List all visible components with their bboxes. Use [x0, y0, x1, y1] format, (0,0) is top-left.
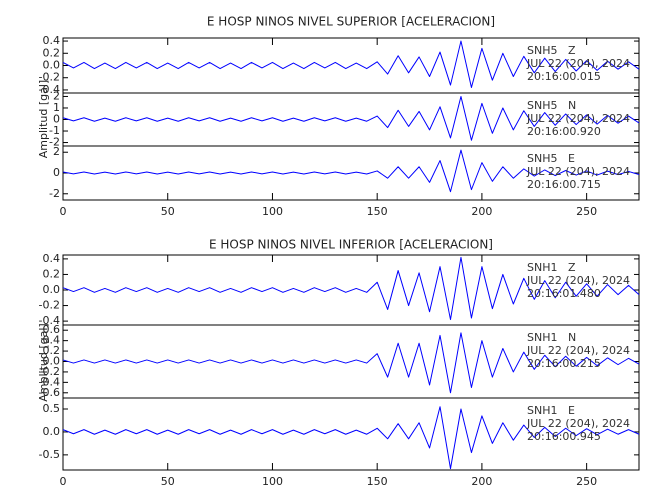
date-label: JUL 22 (204), 2024: [526, 165, 630, 178]
x-tick-label: 150: [367, 205, 388, 218]
station-label: SNH5 E: [527, 152, 575, 165]
x-tick-label: 0: [60, 205, 67, 218]
station-label: SNH5 N: [527, 99, 576, 112]
y-tick-label: 0.4: [43, 334, 61, 347]
y-tick-label: -0.2: [39, 71, 60, 84]
time-label: 20:16:01.480: [527, 287, 601, 300]
x-tick-label: 50: [161, 475, 175, 488]
date-label: JUL 22 (204), 2024: [526, 344, 630, 357]
x-tick-label: 200: [471, 475, 492, 488]
y-tick-label: -0.4: [39, 314, 60, 327]
y-tick-label: 1: [53, 101, 60, 114]
waveform: [62, 149, 640, 193]
y-tick-label: 0: [53, 113, 60, 126]
y-tick-label: 0.0: [43, 59, 61, 72]
station-label: SNH5 Z: [527, 44, 576, 57]
time-label: 20:16:00.215: [527, 357, 601, 370]
x-tick-label: 250: [576, 205, 597, 218]
station-label: SNH1 N: [527, 331, 576, 344]
y-tick-label: 0: [53, 166, 60, 179]
waveform: [62, 40, 640, 88]
y-tick-label: -2: [49, 187, 60, 200]
y-tick-label: 0.2: [43, 344, 61, 357]
y-tick-label: -2: [49, 136, 60, 149]
station-label: SNH1 E: [527, 404, 575, 417]
waveform: [62, 256, 640, 321]
x-tick-label: 50: [161, 205, 175, 218]
date-label: JUL 22 (204), 2024: [526, 57, 630, 70]
y-tick-label: 0.0: [43, 355, 61, 368]
time-label: 20:16:00.015: [527, 70, 601, 83]
x-tick-label: 150: [367, 475, 388, 488]
x-tick-label: 100: [262, 205, 283, 218]
y-axis-label: Amplitud [gal]: [37, 323, 50, 401]
y-tick-label: 2: [53, 145, 60, 158]
y-tick-label: -0.6: [39, 386, 60, 399]
y-tick-label: 0.2: [43, 267, 61, 280]
date-label: JUL 22 (204), 2024: [526, 112, 630, 125]
y-tick-label: 0.2: [43, 46, 61, 59]
y-tick-label: 2: [53, 89, 60, 102]
x-tick-label: 200: [471, 205, 492, 218]
date-label: JUL 22 (204), 2024: [526, 274, 630, 287]
time-label: 20:16:00.715: [527, 178, 601, 191]
y-tick-label: -1: [49, 124, 60, 137]
y-tick-label: -0.2: [39, 365, 60, 378]
y-tick-label: -0.2: [39, 299, 60, 312]
waveform: [62, 95, 640, 141]
waveform: [62, 332, 640, 394]
date-label: JUL 22 (204), 2024: [526, 417, 630, 430]
chart-title: E HOSP NINOS NIVEL SUPERIOR [ACELERACION…: [207, 15, 495, 29]
y-tick-label: -0.4: [39, 375, 60, 388]
waveform: [62, 406, 640, 470]
y-axis-label: Amplitud [gal]: [37, 80, 50, 158]
y-tick-label: 0.4: [43, 34, 61, 47]
y-tick-label: -0.4: [39, 83, 60, 96]
x-tick-label: 0: [60, 475, 67, 488]
time-label: 20:16:00.920: [527, 125, 601, 138]
y-tick-label: 0.5: [43, 402, 61, 415]
y-tick-label: 0.6: [43, 323, 61, 336]
y-tick-label: -0.5: [39, 448, 60, 461]
y-tick-label: 0.4: [43, 252, 61, 265]
y-tick-label: 0.0: [43, 425, 61, 438]
x-tick-label: 100: [262, 475, 283, 488]
chart-title: E HOSP NINOS NIVEL INFERIOR [ACELERACION…: [209, 238, 493, 252]
x-tick-label: 250: [576, 475, 597, 488]
time-label: 20:16:00.945: [527, 430, 601, 443]
y-tick-label: 0.0: [43, 283, 61, 296]
station-label: SNH1 Z: [527, 261, 576, 274]
